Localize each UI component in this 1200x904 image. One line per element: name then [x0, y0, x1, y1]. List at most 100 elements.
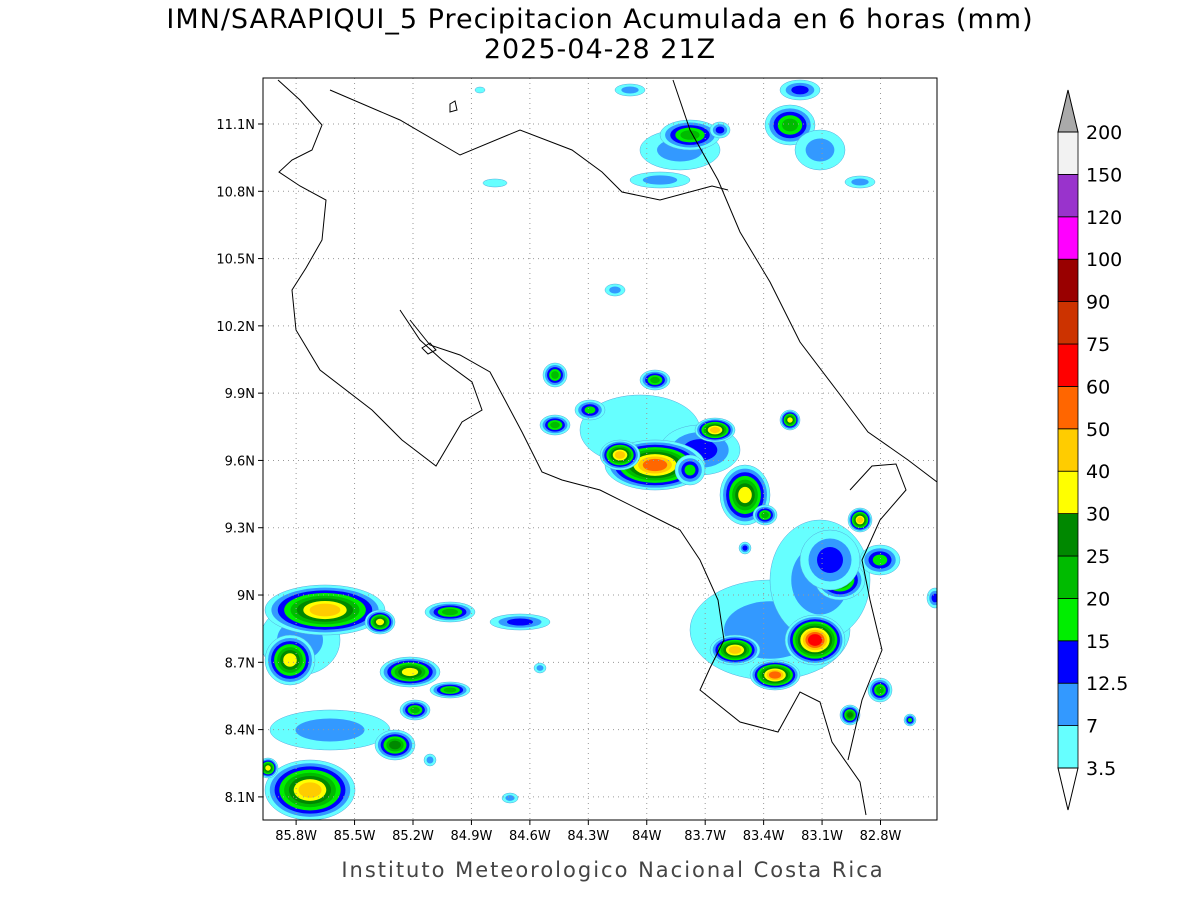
rain-cell	[550, 421, 560, 429]
colorbar-bin	[1057, 258, 1079, 303]
rain-cell	[650, 376, 660, 384]
rain-cell	[791, 85, 809, 95]
rain-cell	[847, 712, 853, 718]
rain-cell	[851, 178, 869, 186]
island	[421, 342, 437, 355]
rain-cell	[474, 86, 486, 94]
colorbar-bin	[1057, 470, 1079, 515]
rain-cell	[609, 286, 621, 294]
footer: Instituto Meteorologico Nacional Costa R…	[341, 858, 884, 882]
rain-cell	[375, 618, 385, 626]
colorbar-label: 7	[1086, 716, 1098, 738]
colorbar-bin	[1057, 555, 1079, 599]
colorbar-bin	[1057, 216, 1079, 260]
rain-cell	[742, 545, 748, 551]
colorbar-bin	[1057, 131, 1079, 175]
rain-cell	[782, 118, 798, 132]
x-tick-label: 84.9W	[451, 829, 493, 844]
x-tick-label: 83.4W	[743, 829, 785, 844]
rain-cell	[551, 371, 559, 379]
colorbar-bin	[1057, 173, 1079, 218]
rain-cell	[807, 634, 823, 646]
coastline	[409, 319, 867, 816]
rain-cell	[507, 618, 533, 626]
colorbar-label: 50	[1086, 419, 1110, 441]
subtitle: 2025-04-28 21Z	[484, 34, 716, 65]
y-tick-label: 10.2N	[216, 320, 255, 335]
rain-cell	[482, 178, 508, 188]
rain-cell	[907, 717, 913, 723]
x-tick-label: 85.8W	[275, 829, 317, 844]
rain-cell	[856, 516, 864, 524]
title: IMN/SARAPIQUI_5 Precipitacion Acumulada …	[166, 4, 1033, 35]
rain-cell	[298, 782, 322, 798]
colorbar-bin	[1057, 343, 1079, 387]
colorbar-bin	[1057, 385, 1079, 430]
y-tick-label: 9N	[237, 589, 255, 604]
rain-cell	[876, 686, 884, 694]
rain-cell	[684, 464, 696, 476]
rain-cell	[265, 765, 271, 771]
rain-cell	[536, 665, 544, 671]
rain-cell	[389, 740, 401, 750]
rain-cell	[738, 486, 752, 504]
colorbar-label: 20	[1086, 588, 1110, 610]
rain-cell	[614, 451, 626, 459]
island	[449, 100, 458, 113]
rain-cell	[931, 593, 937, 603]
rain-cell	[817, 547, 843, 573]
graticule: 85.8W 85.5W 85.2W 84.9W 84.6W 84.3W 84W 83.7W 83…	[216, 78, 937, 844]
rain-cell	[728, 646, 742, 654]
rain-cell	[715, 126, 725, 134]
colorbar-label: 3.5	[1086, 758, 1116, 780]
colorbar-label: 200	[1086, 122, 1122, 144]
x-tick-label: 83.1W	[801, 829, 843, 844]
rain-cell	[505, 795, 515, 801]
border	[847, 463, 907, 761]
colorbar-label: 12.5	[1086, 673, 1128, 695]
coastline	[672, 79, 937, 483]
colorbar-bin	[1057, 725, 1079, 769]
colorbar-bin	[1057, 682, 1079, 727]
colorbar-label: 60	[1086, 376, 1110, 398]
rain-cell	[621, 86, 639, 94]
rain-cell	[872, 554, 888, 566]
colorbar-label: 25	[1086, 546, 1110, 568]
y-tick-label: 9.9N	[225, 387, 255, 402]
colorbar-under	[1057, 767, 1079, 811]
colorbar-bin	[1057, 301, 1079, 345]
x-tick-label: 84.3W	[567, 829, 609, 844]
x-tick-label: 85.2W	[392, 829, 434, 844]
colorbar-bin	[1057, 428, 1079, 472]
y-tick-label: 8.7N	[225, 656, 255, 671]
rain-cell	[680, 130, 700, 140]
border	[329, 89, 729, 201]
rain-cell	[709, 426, 721, 434]
x-tick-label: 82.8W	[860, 829, 902, 844]
colorbar-label: 90	[1086, 292, 1110, 314]
plot-frame	[262, 77, 938, 821]
y-tick-label: 10.8N	[216, 185, 255, 200]
rain-cell	[443, 687, 457, 693]
y-tick-label: 8.4N	[225, 724, 255, 739]
y-tick-label: 10.5N	[216, 253, 255, 268]
coastline	[277, 79, 483, 467]
y-tick-label: 9.3N	[225, 522, 255, 537]
rain-cell	[787, 417, 793, 423]
rain-cell	[295, 718, 365, 742]
rain-cell	[426, 756, 434, 764]
colorbar-bin	[1057, 513, 1079, 557]
colorbar-over	[1057, 89, 1079, 133]
x-tick-label: 83.7W	[684, 829, 726, 844]
coastlines	[277, 79, 937, 816]
rain-cell	[584, 406, 596, 414]
rain-cell	[410, 706, 420, 714]
colorbar-bin	[1057, 640, 1079, 684]
precipitation-field	[263, 79, 937, 820]
y-tick-label: 8.1N	[225, 791, 255, 806]
colorbar-label: 30	[1086, 504, 1110, 526]
rain-cell	[642, 175, 678, 185]
rain-cell	[768, 671, 782, 679]
rain-cell	[442, 608, 458, 616]
